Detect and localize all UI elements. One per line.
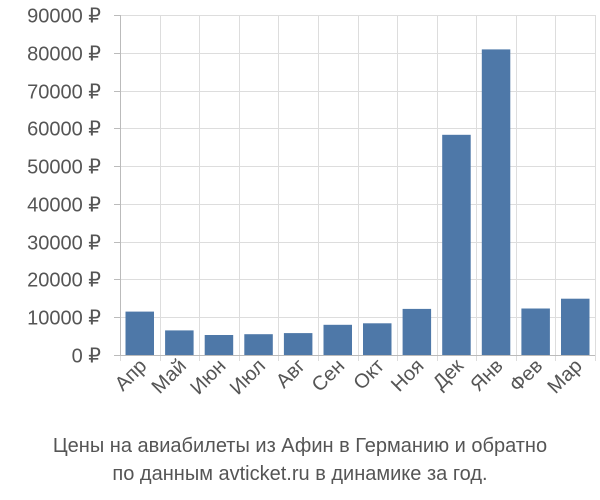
y-tick-label: 10000 ₽ <box>27 308 101 330</box>
y-tick-label: 40000 ₽ <box>27 195 101 217</box>
y-tick-label: 20000 ₽ <box>27 270 101 292</box>
bar-9 <box>442 134 471 355</box>
x-tick-label: Ноя <box>387 355 428 396</box>
bar-7 <box>363 323 392 355</box>
bars-layer <box>125 49 590 356</box>
bar-10 <box>481 49 511 356</box>
x-tick-label: Фев <box>505 355 547 397</box>
y-tick-labels: 0 ₽ 10000 ₽ 20000 ₽ 30000 ₽ 40000 ₽ 50000 ₽ 60… <box>27 6 101 368</box>
bar-12 <box>561 298 590 355</box>
bar-2 <box>165 330 194 355</box>
bar-6 <box>323 324 352 355</box>
y-tick-label: 70000 ₽ <box>27 82 101 104</box>
caption-line-2: по данным avticket.ru в динамике за год. <box>112 463 488 485</box>
chart-caption: Цены на авиабилеты из Афин в Германию и … <box>0 432 600 488</box>
y-tick-label: 50000 ₽ <box>27 157 101 179</box>
x-tick-label: Дек <box>429 355 468 394</box>
bar-4 <box>244 334 273 355</box>
x-tick-label: Сен <box>308 355 349 396</box>
x-tick-label: Окт <box>349 355 388 394</box>
x-tick-label: Июл <box>226 355 270 399</box>
x-tick-label: Июн <box>186 355 230 399</box>
x-tick-label: Апр <box>111 355 152 396</box>
x-tick-label: Янв <box>466 355 507 396</box>
axis-layer <box>114 15 595 356</box>
bar-1 <box>125 311 154 355</box>
bar-5 <box>283 333 313 355</box>
y-tick-label: 0 ₽ <box>72 346 102 368</box>
bar-8 <box>402 308 432 355</box>
y-tick-label: 80000 ₽ <box>27 44 101 66</box>
caption-line-1: Цены на авиабилеты из Афин в Германию и … <box>52 435 548 457</box>
y-tick-label: 30000 ₽ <box>27 233 101 255</box>
x-tick-label: Май <box>148 355 191 398</box>
x-tick-label: Мар <box>544 355 587 398</box>
bar-3 <box>204 335 234 355</box>
x-tick-label: Авг <box>272 355 310 393</box>
bar-11 <box>521 308 550 355</box>
y-tick-label: 60000 ₽ <box>27 119 101 141</box>
y-tick-label: 90000 ₽ <box>27 6 101 28</box>
chart-svg: 0 ₽ 10000 ₽ 20000 ₽ 30000 ₽ 40000 ₽ 50000 ₽ 60… <box>27 6 596 399</box>
